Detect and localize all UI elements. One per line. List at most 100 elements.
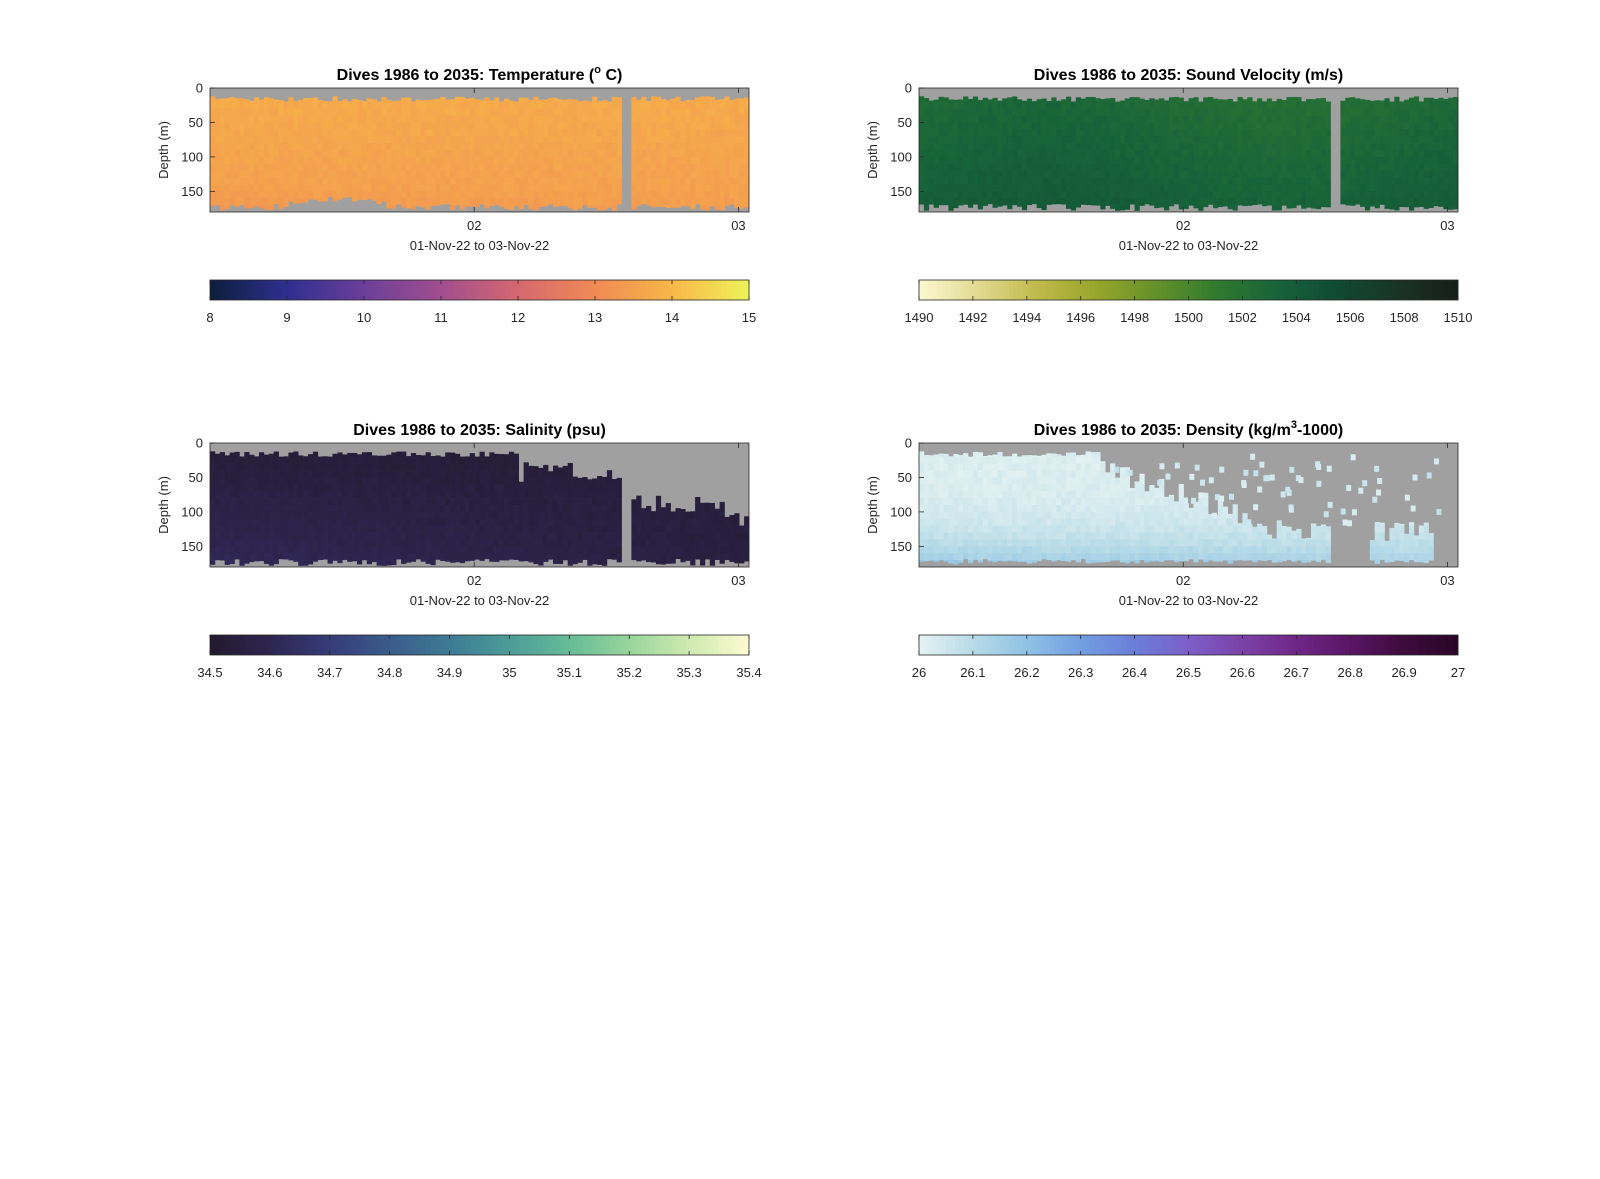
heatmap-cell xyxy=(572,163,578,171)
heatmap-cell xyxy=(528,191,534,199)
heatmap-cell xyxy=(435,518,441,526)
heatmap-cell xyxy=(278,143,284,151)
heatmap-cell xyxy=(268,129,274,137)
colorbar-segment xyxy=(1206,280,1212,300)
colorbar-segment xyxy=(407,280,413,300)
heatmap-cell xyxy=(298,546,304,554)
heatmap-cell xyxy=(1203,150,1209,158)
heatmap-cell xyxy=(1448,170,1454,178)
heatmap-cell xyxy=(1198,136,1204,144)
heatmap-cell xyxy=(602,150,608,158)
heatmap-cell xyxy=(410,205,417,210)
heatmap-cell xyxy=(1075,177,1081,185)
heatmap-cell xyxy=(366,129,372,137)
colorbar-segment xyxy=(722,280,727,300)
heatmap-cell xyxy=(268,184,274,192)
heatmap-cell xyxy=(1100,163,1106,171)
heatmap-cell xyxy=(445,546,451,554)
heatmap-cell xyxy=(1364,129,1371,137)
heatmap-cell xyxy=(499,108,505,116)
heatmap-cell xyxy=(1379,100,1385,103)
heatmap-cell xyxy=(263,505,270,513)
heatmap-cell xyxy=(391,129,397,137)
heatmap-cell xyxy=(1188,122,1194,130)
heatmap-cell xyxy=(239,198,245,206)
heatmap-cell xyxy=(484,505,490,513)
heatmap-cell xyxy=(739,98,745,103)
heatmap-cell xyxy=(1217,184,1224,192)
heatmap-cell xyxy=(1183,136,1189,144)
heatmap-cell xyxy=(943,184,949,192)
heatmap-cell xyxy=(234,170,240,178)
heatmap-cell xyxy=(445,163,451,171)
heatmap-cell xyxy=(1168,163,1175,171)
heatmap-cell xyxy=(489,477,495,485)
heatmap-cell xyxy=(1070,184,1077,192)
heatmap-cell xyxy=(391,100,397,103)
heatmap-cell xyxy=(293,470,299,478)
colorbar-segment xyxy=(353,280,359,300)
heatmap-cell xyxy=(508,451,515,458)
heatmap-cell xyxy=(1159,150,1165,158)
heatmap-cell xyxy=(273,463,279,471)
heatmap-cell xyxy=(224,101,230,109)
heatmap-cell xyxy=(1418,184,1424,192)
heatmap-cell xyxy=(391,477,397,485)
heatmap-cell xyxy=(734,156,740,165)
heatmap-cell xyxy=(1041,129,1047,137)
heatmap-cell xyxy=(474,177,480,185)
heatmap-cell xyxy=(263,539,270,547)
heatmap-cell xyxy=(415,163,421,171)
heatmap-cell xyxy=(1262,136,1268,144)
heatmap-cell xyxy=(704,205,711,211)
heatmap-cell xyxy=(396,463,402,471)
heatmap-cell xyxy=(1355,170,1361,178)
heatmap-cell xyxy=(420,560,426,562)
heatmap-cell xyxy=(219,491,225,499)
heatmap-cell xyxy=(523,191,529,199)
heatmap-cell xyxy=(1100,150,1106,158)
heatmap-cell xyxy=(665,129,671,137)
heatmap-cell xyxy=(562,170,568,178)
heatmap-cell xyxy=(592,170,598,178)
heatmap-cell xyxy=(919,198,925,205)
heatmap-cell xyxy=(450,532,456,540)
heatmap-cell xyxy=(298,511,304,520)
heatmap-cell xyxy=(636,156,642,165)
heatmap-cell xyxy=(592,115,598,123)
heatmap-cell xyxy=(234,553,240,560)
heatmap-cell xyxy=(312,101,319,109)
heatmap-cell xyxy=(631,136,637,144)
heatmap-cell xyxy=(651,101,657,109)
heatmap-cell xyxy=(744,170,750,178)
heatmap-cell xyxy=(234,184,240,192)
heatmap-cell xyxy=(685,108,691,116)
heatmap-cell xyxy=(273,451,279,458)
heatmap-cell xyxy=(435,505,441,513)
heatmap-cell xyxy=(327,191,333,198)
heatmap-cell xyxy=(685,205,691,207)
heatmap-cell xyxy=(464,143,470,151)
heatmap-cell xyxy=(1389,129,1395,137)
heatmap-cell xyxy=(1301,129,1307,137)
heatmap-cell xyxy=(1110,191,1116,199)
heatmap-cell xyxy=(464,484,470,492)
heatmap-cell xyxy=(293,518,299,526)
heatmap-cell xyxy=(992,122,998,130)
heatmap-cell xyxy=(616,170,622,178)
heatmap-cell xyxy=(1080,177,1086,185)
heatmap-cell xyxy=(982,184,988,192)
colorbar-segment xyxy=(1134,280,1140,300)
heatmap-cell xyxy=(1413,96,1420,103)
heatmap-cell xyxy=(1428,184,1434,192)
heatmap-cell xyxy=(1031,101,1037,103)
heatmap-cell xyxy=(651,156,657,165)
heatmap-cell xyxy=(1448,150,1454,158)
colorbar-segment xyxy=(537,280,543,300)
heatmap-cell xyxy=(234,463,240,471)
heatmap-cell xyxy=(263,470,270,478)
heatmap-cell xyxy=(1350,191,1356,199)
heatmap-cell xyxy=(1021,129,1028,137)
heatmap-cell xyxy=(1389,143,1395,151)
heatmap-cell xyxy=(646,177,652,185)
